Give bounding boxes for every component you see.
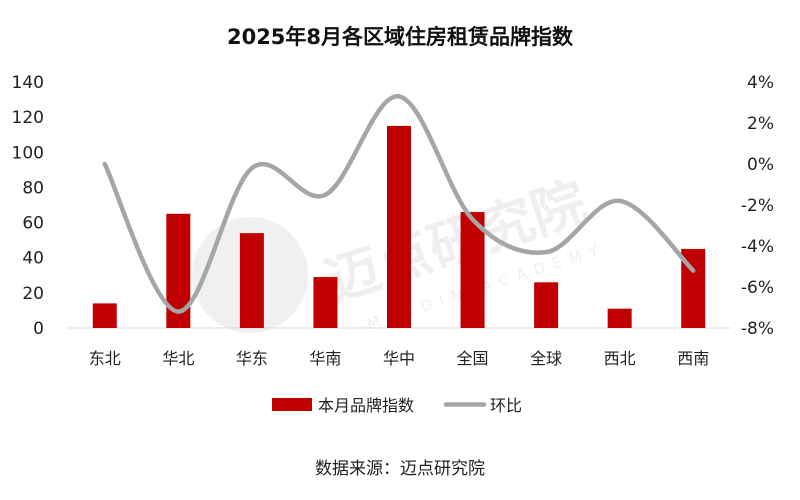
bar-全国 <box>460 212 485 328</box>
bar-全球 <box>534 282 559 328</box>
category-label: 华南 <box>309 349 341 368</box>
legend: 本月品牌指数 环比 <box>272 396 522 415</box>
category-label: 东北 <box>89 349 121 368</box>
bar-华东 <box>239 233 264 328</box>
left-tick-label: 0 <box>33 319 44 339</box>
category-label: 西北 <box>604 349 636 368</box>
chart-title: 2025年8月各区域住房租赁品牌指数 <box>227 25 574 49</box>
left-tick-label: 120 <box>12 108 44 128</box>
category-label: 华东 <box>236 349 268 368</box>
category-label: 全国 <box>457 349 489 368</box>
bar-西北 <box>607 308 632 328</box>
legend-label-bar: 本月品牌指数 <box>318 396 414 415</box>
category-label: 华北 <box>162 349 194 368</box>
legend-swatch-bar <box>272 398 312 411</box>
category-labels: 东北 华北 华东 华南 华中 全国 全球 西北 西南 <box>89 349 709 368</box>
left-axis: 0 20 40 60 80 100 120 140 <box>12 73 44 339</box>
right-tick-label: -2% <box>741 196 774 216</box>
right-tick-label: -8% <box>741 319 774 339</box>
right-tick-label: 4% <box>747 73 774 93</box>
right-tick-label: -6% <box>741 278 774 298</box>
bar-series <box>92 125 706 328</box>
left-tick-label: 80 <box>22 178 44 198</box>
right-tick-label: -4% <box>741 237 774 257</box>
left-tick-label: 60 <box>22 214 44 234</box>
right-tick-label: 2% <box>747 114 774 134</box>
category-label: 全球 <box>530 349 562 368</box>
bar-东北 <box>92 303 117 328</box>
left-tick-label: 140 <box>12 73 44 93</box>
legend-label-line: 环比 <box>490 396 522 415</box>
right-axis: -8% -6% -4% -2% 0% 2% 4% <box>741 73 774 339</box>
left-tick-label: 40 <box>22 249 44 269</box>
source-note: 数据来源：迈点研究院 <box>315 459 485 479</box>
right-tick-label: 0% <box>747 155 774 175</box>
left-tick-label: 100 <box>12 143 44 163</box>
bar-华南 <box>313 277 338 328</box>
bar-华中 <box>387 125 411 328</box>
line-series-环比 <box>102 94 696 314</box>
category-label: 西南 <box>677 349 709 368</box>
left-tick-label: 20 <box>22 284 44 304</box>
category-label: 华中 <box>383 349 415 368</box>
